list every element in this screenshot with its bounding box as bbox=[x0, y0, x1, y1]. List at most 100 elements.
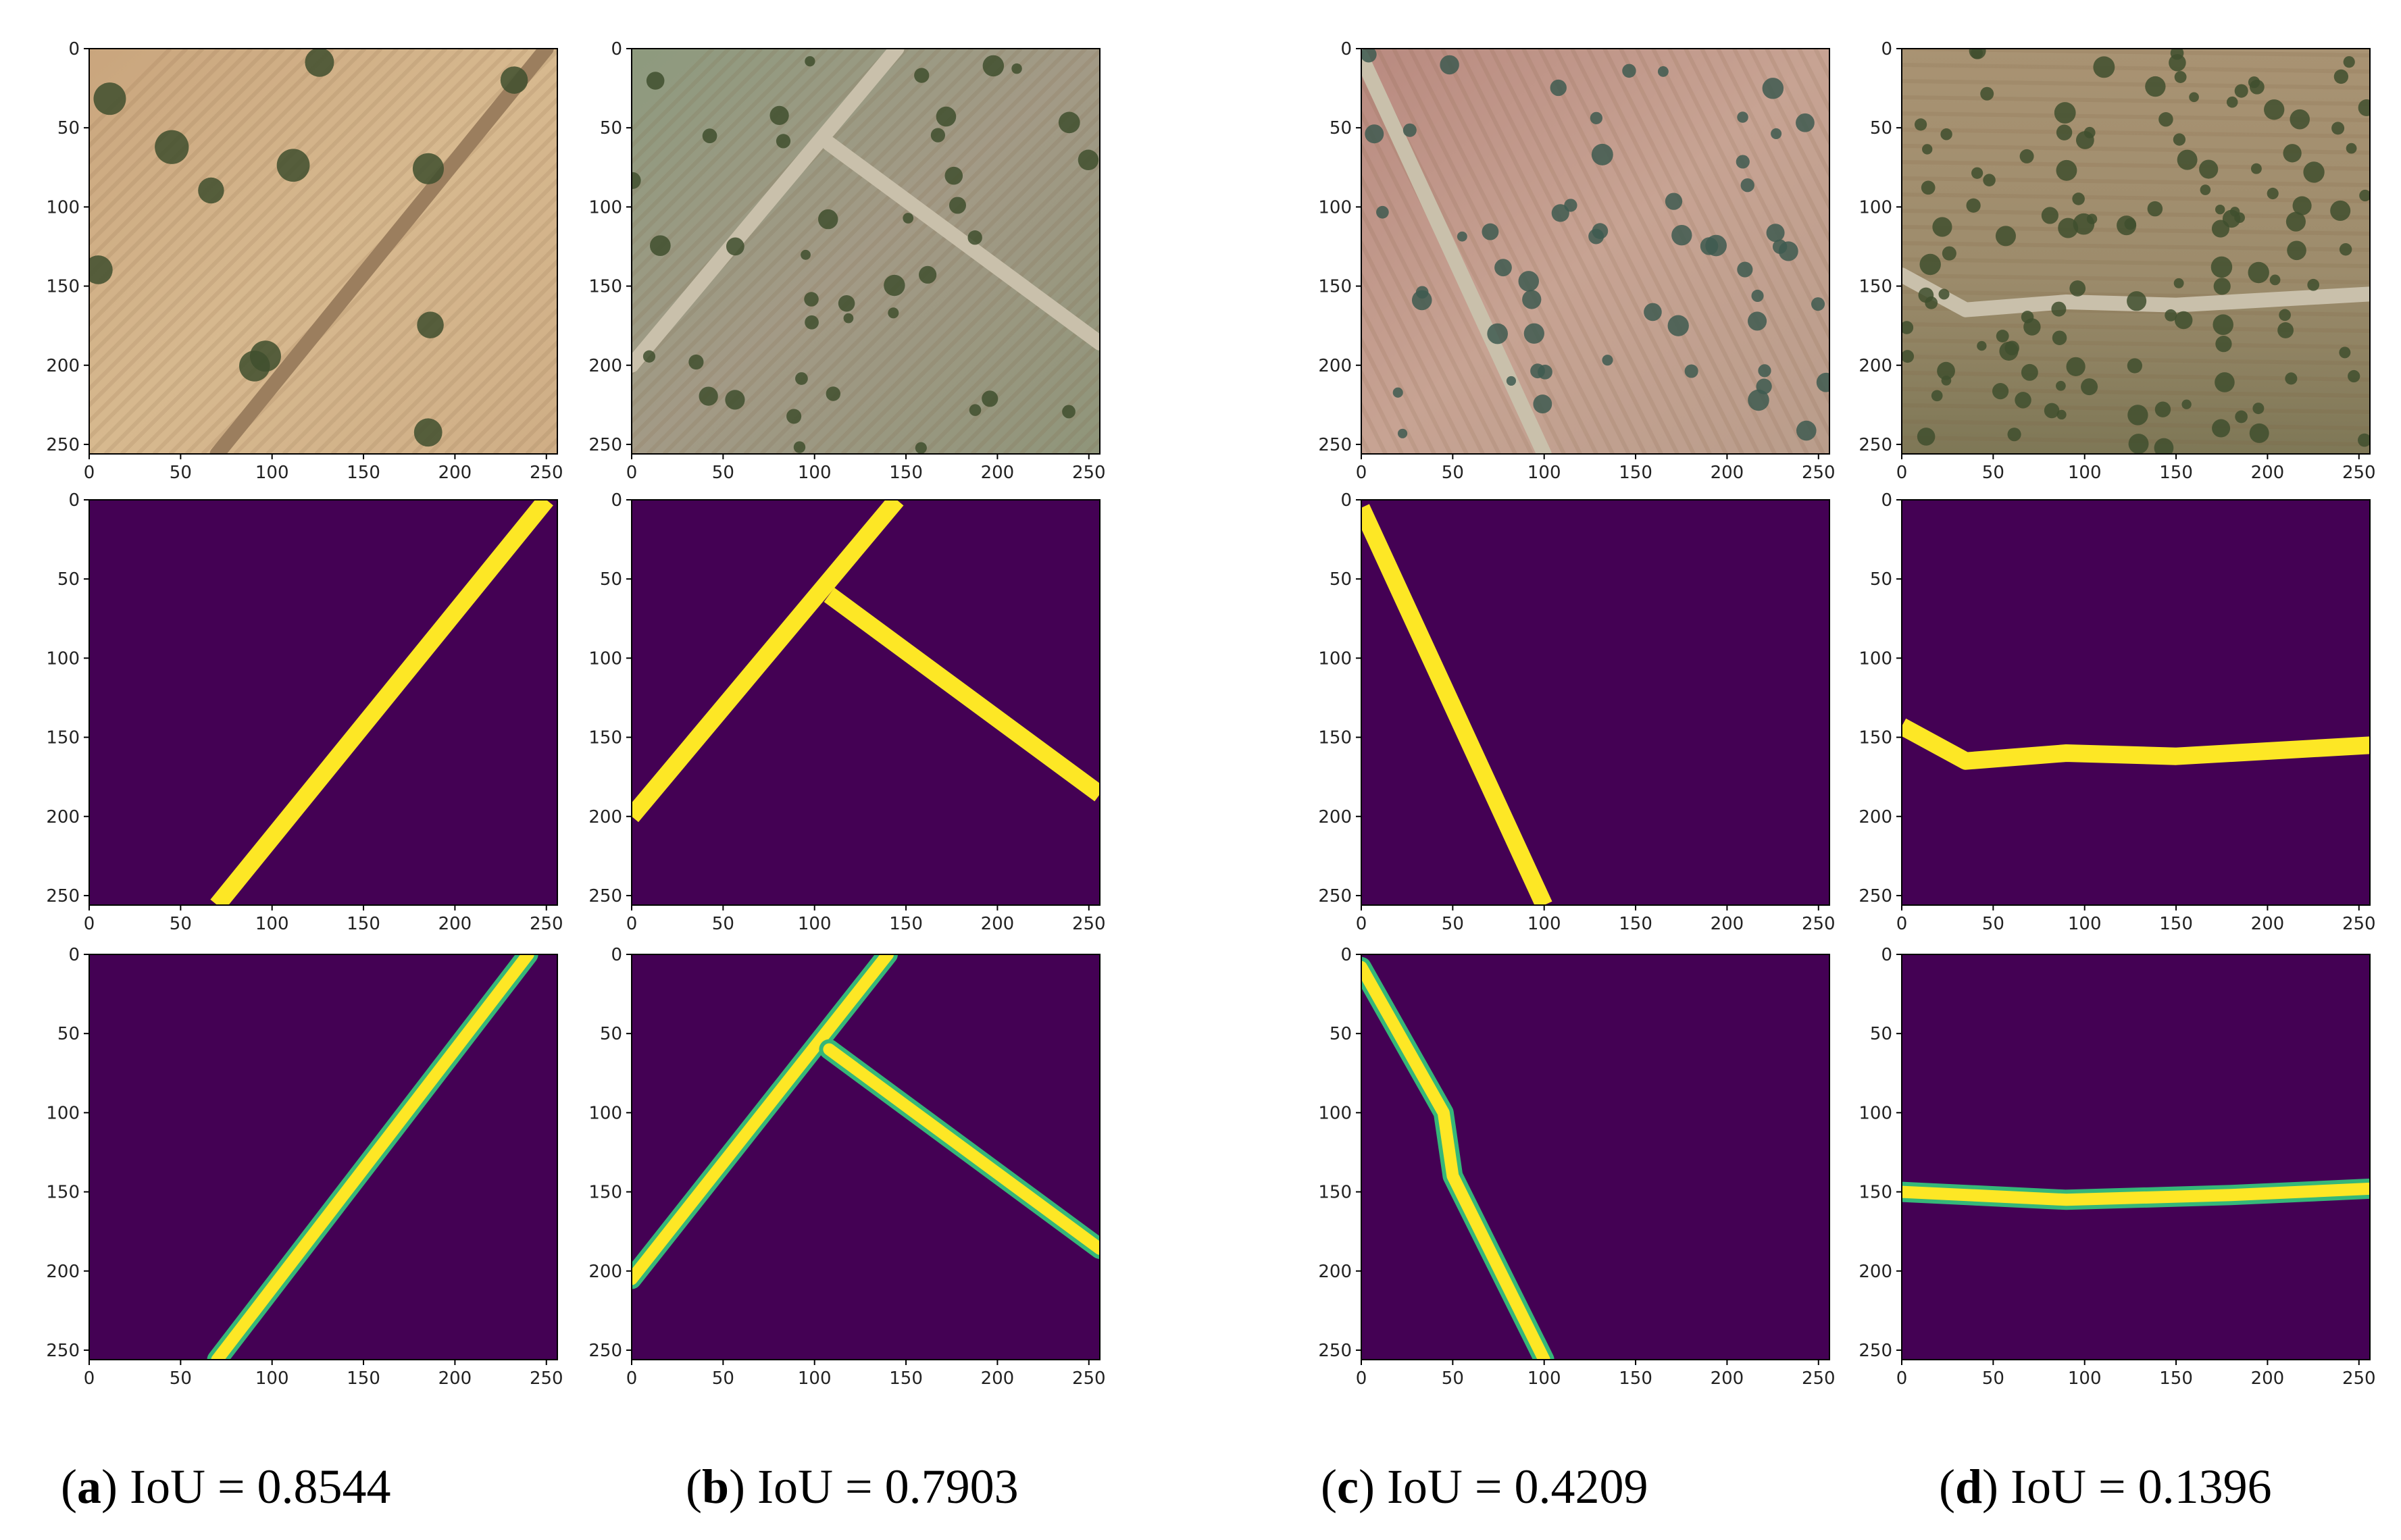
x-tick-label: 250 bbox=[1072, 463, 1106, 483]
tree-canopy bbox=[914, 68, 930, 83]
tree-canopy bbox=[1494, 259, 1512, 277]
y-tick-label: 0 bbox=[1881, 945, 1892, 965]
tree-canopy bbox=[2333, 69, 2349, 84]
field-texture bbox=[1902, 63, 2370, 74]
tree-canopy bbox=[417, 311, 444, 338]
x-tick-label: 250 bbox=[2342, 463, 2376, 483]
x-tick-label: 100 bbox=[2068, 914, 2102, 934]
field-texture bbox=[1424, 49, 1631, 454]
road-in-image bbox=[209, 49, 554, 454]
tree-canopy bbox=[2145, 76, 2166, 97]
x-tick-label: 250 bbox=[1802, 463, 1836, 483]
field-texture bbox=[1118, 49, 1321, 454]
y-tick-label: 200 bbox=[46, 1262, 80, 1282]
field-texture bbox=[1361, 271, 1452, 454]
field-texture bbox=[249, 145, 557, 454]
mask-background bbox=[632, 500, 1100, 905]
y-tick-label: 100 bbox=[46, 648, 80, 669]
x-tick-label: 150 bbox=[889, 463, 923, 483]
tree-canopy bbox=[1747, 311, 1767, 331]
x-tick-label: 150 bbox=[1619, 914, 1652, 934]
y-tick-label: 0 bbox=[1881, 490, 1892, 511]
x-tick-label: 100 bbox=[2068, 1368, 2102, 1389]
tree-canopy bbox=[2235, 410, 2248, 424]
x-tick-label: 200 bbox=[2251, 1368, 2285, 1389]
tree-canopy bbox=[1602, 355, 1613, 366]
tree-canopy bbox=[1392, 387, 1403, 398]
tree-canopy bbox=[1748, 389, 1769, 411]
tree-canopy bbox=[1931, 390, 1943, 402]
y-tick-label: 250 bbox=[46, 435, 80, 455]
predicted-road bbox=[1361, 960, 1550, 1360]
aerial-image-subplot: 0 0 50 50 100 100 150 150 200 200 250 250 bbox=[1118, 39, 1836, 483]
tree-canopy bbox=[702, 128, 717, 144]
ground-truth-subplot: 0 0 50 50 100 100 150 150 200 200 250 250 bbox=[1859, 490, 2375, 934]
tree-canopy bbox=[982, 390, 999, 407]
y-tick-label: 0 bbox=[1881, 39, 1892, 59]
tree-canopy bbox=[1966, 198, 1981, 213]
field-texture bbox=[808, 161, 1100, 454]
tree-canopy bbox=[2264, 99, 2285, 120]
field-texture bbox=[1538, 49, 1744, 454]
field-texture bbox=[89, 49, 172, 133]
x-tick-label: 200 bbox=[2251, 463, 2285, 483]
x-tick-label: 250 bbox=[1072, 914, 1106, 934]
axes-frame bbox=[631, 954, 1101, 1360]
tree-canopy bbox=[1919, 253, 1941, 276]
field-texture bbox=[889, 242, 1100, 454]
field-texture bbox=[646, 49, 1055, 454]
x-tick-label: 200 bbox=[1711, 1368, 1744, 1389]
x-tick-label: 150 bbox=[1619, 463, 1652, 483]
y-tick-label: 50 bbox=[57, 1024, 80, 1044]
tree-canopy bbox=[2181, 399, 2192, 409]
mask-background bbox=[1902, 954, 2370, 1360]
tree-canopy bbox=[2215, 372, 2235, 392]
y-tick-label: 150 bbox=[46, 1183, 80, 1203]
y-tick-label: 150 bbox=[588, 728, 622, 748]
tree-canopy bbox=[1816, 372, 1829, 392]
y-tick-label: 100 bbox=[588, 1103, 622, 1123]
axes-frame bbox=[89, 48, 558, 455]
tree-canopy bbox=[1996, 330, 2009, 343]
tree-canopy bbox=[2127, 405, 2148, 426]
y-tick-label: 50 bbox=[57, 569, 80, 590]
field-texture bbox=[632, 49, 763, 182]
x-tick-label: 200 bbox=[2251, 914, 2285, 934]
tree-canopy bbox=[776, 134, 791, 149]
tree-canopy bbox=[982, 55, 1005, 77]
tree-canopy bbox=[642, 350, 656, 363]
tree-canopy bbox=[1766, 224, 1785, 242]
prediction-subplot: 0 0 50 50 100 100 150 150 200 200 250 250 bbox=[1859, 945, 2375, 1389]
field-texture bbox=[1902, 0, 2370, 7]
tree-canopy bbox=[1971, 167, 1983, 179]
x-tick-label: 50 bbox=[170, 914, 192, 934]
x-tick-label: 100 bbox=[1527, 914, 1561, 934]
caption-paren-open: ( bbox=[686, 1460, 702, 1514]
field-texture bbox=[460, 355, 557, 454]
x-tick-label: 100 bbox=[798, 1368, 832, 1389]
y-tick-label: 250 bbox=[1318, 886, 1352, 906]
tree-canopy bbox=[2267, 187, 2279, 200]
tree-canopy bbox=[2072, 192, 2085, 205]
field-texture bbox=[857, 209, 1100, 454]
tree-canopy bbox=[2287, 240, 2306, 261]
x-tick-label: 0 bbox=[84, 1368, 95, 1389]
caption-paren-close: ) bbox=[729, 1460, 745, 1514]
field-texture bbox=[298, 193, 557, 454]
y-tick-label: 100 bbox=[1318, 648, 1352, 669]
tree-canopy bbox=[2189, 92, 2199, 103]
y-tick-label: 0 bbox=[68, 490, 80, 511]
tree-canopy bbox=[915, 442, 927, 454]
field-texture bbox=[632, 49, 877, 295]
tree-canopy bbox=[1925, 296, 1938, 309]
x-tick-label: 250 bbox=[530, 1368, 563, 1389]
tree-canopy bbox=[1551, 204, 1569, 222]
tree-canopy bbox=[2051, 301, 2067, 317]
axes-frame bbox=[1901, 48, 2371, 455]
tree-canopy bbox=[1705, 234, 1727, 257]
caption-paren-open: ( bbox=[1939, 1460, 1955, 1514]
field-texture bbox=[1902, 192, 2370, 203]
x-tick-label: 100 bbox=[255, 463, 289, 483]
tree-canopy bbox=[2021, 363, 2038, 381]
field-texture bbox=[743, 96, 1100, 454]
